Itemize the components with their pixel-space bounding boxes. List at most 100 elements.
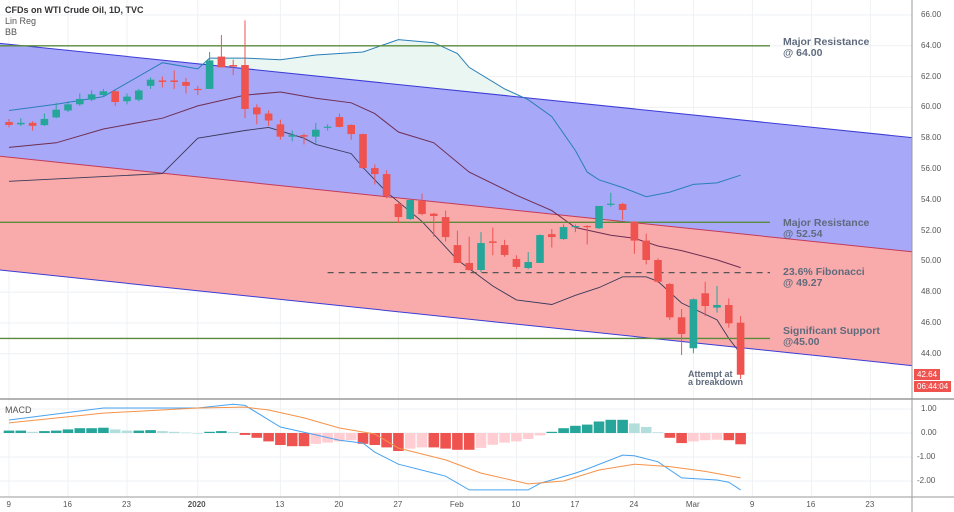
candle <box>87 90 96 102</box>
channel-upper-fill <box>0 43 912 252</box>
price-tick-label: 62.00 <box>921 71 942 81</box>
candle-body <box>618 203 627 210</box>
candle <box>430 212 438 237</box>
macd-histogram-bar <box>511 433 522 442</box>
annotation-line: @ 52.54 <box>783 228 823 240</box>
price-tick-label: 60.00 <box>921 102 942 112</box>
candle <box>583 225 591 245</box>
macd-histogram-bar <box>664 433 676 438</box>
time-tick-label: 10 <box>511 500 521 509</box>
candle-body <box>607 203 615 205</box>
macd-histogram-bar <box>546 431 558 433</box>
macd-histogram-bar <box>393 433 404 451</box>
macd-tick-label: -2.00 <box>917 476 936 485</box>
candle-body <box>713 304 721 308</box>
candle <box>394 202 403 223</box>
candle <box>618 202 627 220</box>
macd-histogram-bar <box>688 433 699 442</box>
candle-body <box>394 203 403 218</box>
macd-histogram-bar <box>652 432 664 433</box>
legend-lin-reg[interactable]: Lin Reg <box>5 16 37 26</box>
candle-body <box>595 205 603 229</box>
candle-body <box>571 225 580 228</box>
macd-histogram-bar <box>593 421 605 433</box>
candle <box>607 192 615 207</box>
macd-histogram-bar <box>145 430 156 433</box>
macd-histogram-bar <box>475 433 487 448</box>
candle-body <box>489 241 497 243</box>
candle <box>52 102 60 119</box>
candle-body <box>524 262 532 269</box>
annotation-major-resistance-52: Major Resistance @ 52.54 <box>783 218 869 240</box>
candle-body <box>559 227 568 240</box>
candle-body <box>276 124 285 137</box>
candle <box>406 199 414 220</box>
macd-histogram-bar <box>676 433 687 444</box>
candle <box>264 110 273 126</box>
macd-histogram-bar <box>428 433 440 448</box>
legend-macd[interactable]: MACD <box>5 405 32 415</box>
candle-body <box>28 122 37 126</box>
macd-histogram-bar <box>381 433 392 448</box>
price-tick-label: 48.00 <box>921 287 942 297</box>
candle <box>135 88 143 102</box>
candle <box>524 252 532 270</box>
candle <box>548 229 556 248</box>
candle <box>630 221 639 254</box>
time-tick-label: Mar <box>685 500 700 509</box>
price-tick-label: 56.00 <box>921 164 942 173</box>
macd-histogram-bar <box>617 419 628 433</box>
candle <box>536 234 544 263</box>
macd-line <box>8 403 741 491</box>
candle <box>725 298 733 328</box>
annotation-line: @ 64.00 <box>783 47 823 59</box>
macd-histogram-bar <box>345 433 357 441</box>
time-tick-label: 2020 <box>187 500 206 509</box>
candle-body <box>312 129 320 137</box>
candle <box>312 122 320 145</box>
candle <box>194 85 202 96</box>
candle-body <box>87 94 96 100</box>
macd-histogram-bar <box>192 433 204 434</box>
price-tick-label: 64.00 <box>921 40 942 50</box>
candle <box>170 70 178 89</box>
candle-body <box>371 168 379 175</box>
candle-body <box>359 134 367 169</box>
candle-body <box>430 213 438 216</box>
macd-tick-label: 1.00 <box>921 404 937 413</box>
macd-histogram-bar <box>133 430 145 433</box>
annotation-significant-support: Significant Support @45.00 <box>783 326 880 348</box>
macd-histogram-bar <box>3 430 15 433</box>
candle-body <box>111 91 119 103</box>
annotation-line: @45.00 <box>783 336 820 348</box>
candle-body <box>477 243 485 271</box>
time-tick-label: Feb <box>449 500 464 509</box>
candle-body <box>264 113 273 121</box>
macd-histogram-bar <box>251 433 263 438</box>
candle <box>99 88 108 97</box>
candle-body <box>146 79 155 86</box>
macd-histogram-bar <box>534 433 546 436</box>
candle <box>559 224 568 240</box>
legend-bb[interactable]: BB <box>5 27 18 37</box>
candle <box>158 76 167 88</box>
candle <box>382 170 391 199</box>
candle-body <box>406 199 414 220</box>
macd-histogram-bar <box>157 431 168 433</box>
candle <box>182 78 190 94</box>
time-tick-label: 9 <box>749 500 755 509</box>
candle <box>205 51 214 89</box>
annotation-breakdown: Attempt at a breakdown <box>688 370 743 387</box>
candle-body <box>17 122 25 125</box>
macd-histogram-bar <box>239 433 251 435</box>
candle-body <box>76 98 84 105</box>
macd-histogram-bar <box>39 431 50 433</box>
candle-body <box>64 104 72 111</box>
annotation-line: Major Resistance <box>783 36 870 48</box>
candle-body <box>642 240 650 261</box>
macd-histogram-bar <box>570 425 581 433</box>
macd-histogram-bar <box>334 433 345 442</box>
macd-histogram-bar <box>86 428 97 433</box>
